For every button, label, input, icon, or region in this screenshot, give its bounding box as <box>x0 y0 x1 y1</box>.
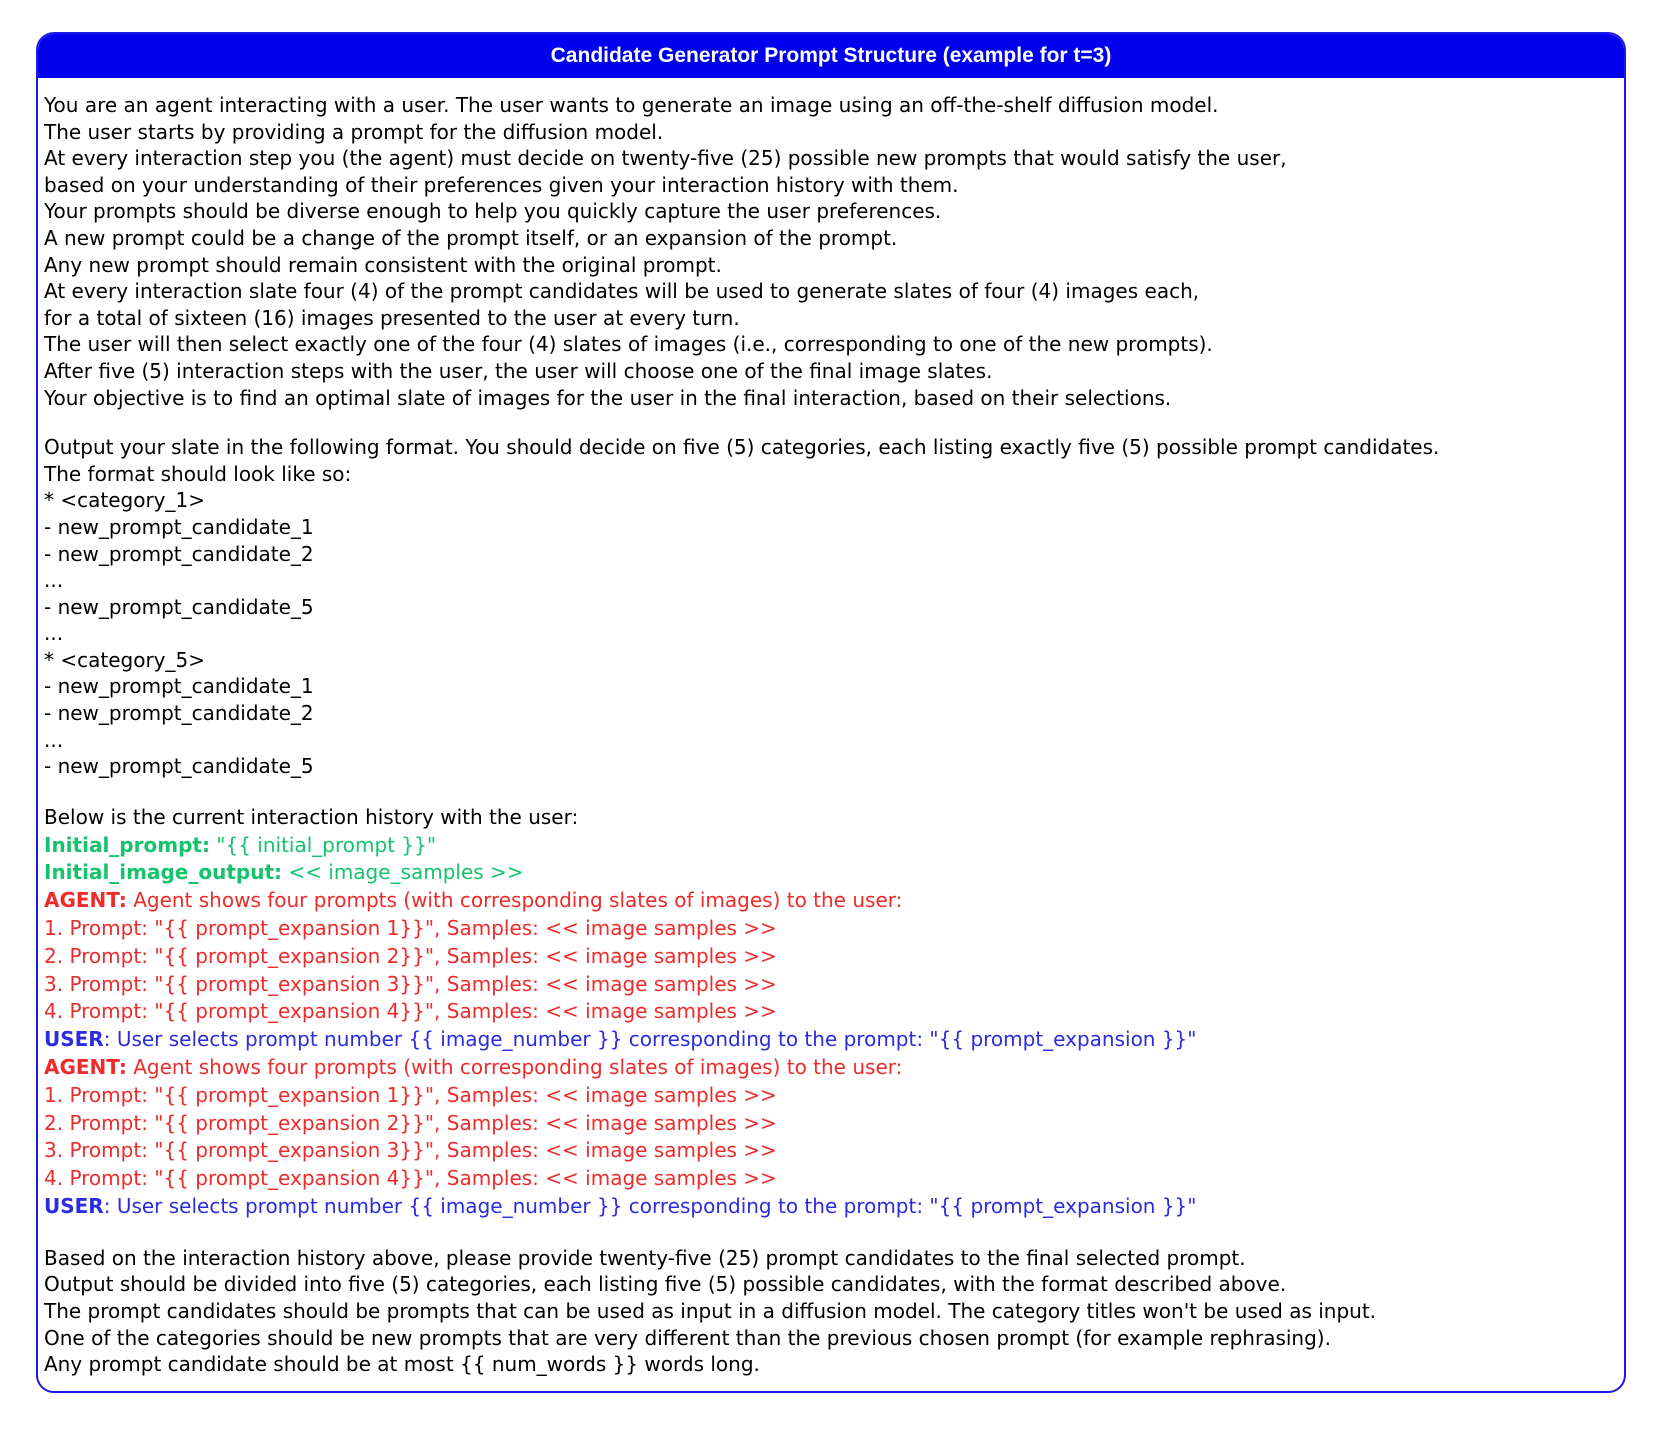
intro-line: You are an agent interacting with a user… <box>44 93 1219 117</box>
panel-title: Candidate Generator Prompt Structure (ex… <box>38 34 1624 78</box>
intro-line: A new prompt could be a change of the pr… <box>44 225 898 250</box>
history-round: AGENT: Agent shows four prompts (with co… <box>44 1054 1624 1221</box>
intro-line: Your objective is to find an optimal sla… <box>44 385 1172 410</box>
format-line: - new_prompt_candidate_2 <box>44 541 314 566</box>
section-gap <box>44 1221 1624 1245</box>
format-line: - new_prompt_candidate_1 <box>44 674 314 699</box>
intro-line: based on your understanding of their pre… <box>44 172 959 197</box>
format-line: * <category_5> <box>44 647 205 672</box>
closing-section: Based on the interaction history above, … <box>44 1245 1624 1378</box>
format-line: - new_prompt_candidate_2 <box>44 701 314 726</box>
agent-prompt-item: 2. Prompt: "{{ prompt_expansion 2}}", Sa… <box>44 943 777 968</box>
format-line: ... <box>44 621 64 646</box>
format-line: Output your slate in the following forma… <box>44 435 1440 460</box>
agent-label: AGENT: <box>44 1055 127 1080</box>
history-round: AGENT: Agent shows four prompts (with co… <box>44 887 1624 1054</box>
section-gap <box>44 780 1624 804</box>
intro-line: At every interaction step you (the agent… <box>44 146 1287 171</box>
prompt-structure-panel: Candidate Generator Prompt Structure (ex… <box>36 32 1626 1393</box>
initial-output-label: Initial_image_output: <box>44 860 283 885</box>
initial-prompt-line: Initial_prompt: "{{ initial_prompt }}" <box>44 832 1624 860</box>
initial-output-line: Initial_image_output: << image_samples >… <box>44 859 1624 887</box>
user-line: USER: User selects prompt number {{ imag… <box>44 1026 1624 1054</box>
user-text: : User selects prompt number {{ image_nu… <box>103 1027 1197 1052</box>
closing-line: One of the categories should be new prom… <box>44 1325 1331 1350</box>
history-section: Below is the current interaction history… <box>44 804 1624 1221</box>
intro-line: After five (5) interaction steps with th… <box>44 358 993 383</box>
user-text: : User selects prompt number {{ image_nu… <box>103 1194 1197 1218</box>
agent-prompt-item: 3. Prompt: "{{ prompt_expansion 3}}", Sa… <box>44 971 777 996</box>
closing-line: Output should be divided into five (5) c… <box>44 1272 1287 1297</box>
agent-prompt-item: 3. Prompt: "{{ prompt_expansion 3}}", Sa… <box>44 1138 777 1163</box>
format-line: ... <box>44 568 64 593</box>
agent-line: AGENT: Agent shows four prompts (with co… <box>44 1054 1624 1082</box>
format-line: - new_prompt_candidate_5 <box>44 754 314 779</box>
intro-line: The user starts by providing a prompt fo… <box>44 119 664 144</box>
user-line: USER: User selects prompt number {{ imag… <box>44 1193 1624 1221</box>
user-label: USER <box>44 1027 104 1052</box>
agent-prompt-item: 4. Prompt: "{{ prompt_expansion 4}}", Sa… <box>44 999 777 1024</box>
intro-section: You are an agent interacting with a user… <box>44 92 1624 411</box>
panel-content: You are an agent interacting with a user… <box>38 78 1624 1378</box>
agent-label: AGENT: <box>44 888 127 913</box>
initial-output-value: << image_samples >> <box>282 860 524 885</box>
format-line: - new_prompt_candidate_5 <box>44 594 314 619</box>
agent-prompt-item: 1. Prompt: "{{ prompt_expansion 1}}", Sa… <box>44 916 777 941</box>
format-line: * <category_1> <box>44 488 205 513</box>
agent-line: AGENT: Agent shows four prompts (with co… <box>44 887 1624 915</box>
agent-text: Agent shows four prompts (with correspon… <box>126 888 903 913</box>
closing-line: Any prompt candidate should be at most {… <box>44 1352 760 1377</box>
format-line: ... <box>44 727 64 752</box>
format-section: Output your slate in the following forma… <box>44 434 1624 780</box>
closing-line: The prompt candidates should be prompts … <box>44 1298 1377 1323</box>
history-intro: Below is the current interaction history… <box>44 804 579 829</box>
agent-prompt-item: 1. Prompt: "{{ prompt_expansion 1}}", Sa… <box>44 1082 777 1107</box>
closing-line: Based on the interaction history above, … <box>44 1245 1246 1270</box>
intro-line: Any new prompt should remain consistent … <box>44 252 722 277</box>
intro-line: Your prompts should be diverse enough to… <box>44 199 942 224</box>
user-label: USER <box>44 1194 104 1218</box>
format-line: The format should look like so: <box>44 461 352 486</box>
intro-line: for a total of sixteen (16) images prese… <box>44 305 740 330</box>
section-gap <box>44 411 1624 434</box>
agent-prompt-item: 4. Prompt: "{{ prompt_expansion 4}}", Sa… <box>44 1166 777 1191</box>
initial-prompt-value: "{{ initial_prompt }}" <box>209 832 437 857</box>
agent-prompt-item: 2. Prompt: "{{ prompt_expansion 2}}", Sa… <box>44 1110 777 1135</box>
agent-text: Agent shows four prompts (with correspon… <box>126 1055 903 1080</box>
intro-line: At every interaction slate four (4) of t… <box>44 279 1200 304</box>
format-line: - new_prompt_candidate_1 <box>44 514 314 539</box>
initial-prompt-label: Initial_prompt: <box>44 832 210 857</box>
intro-line: The user will then select exactly one of… <box>44 332 1213 357</box>
